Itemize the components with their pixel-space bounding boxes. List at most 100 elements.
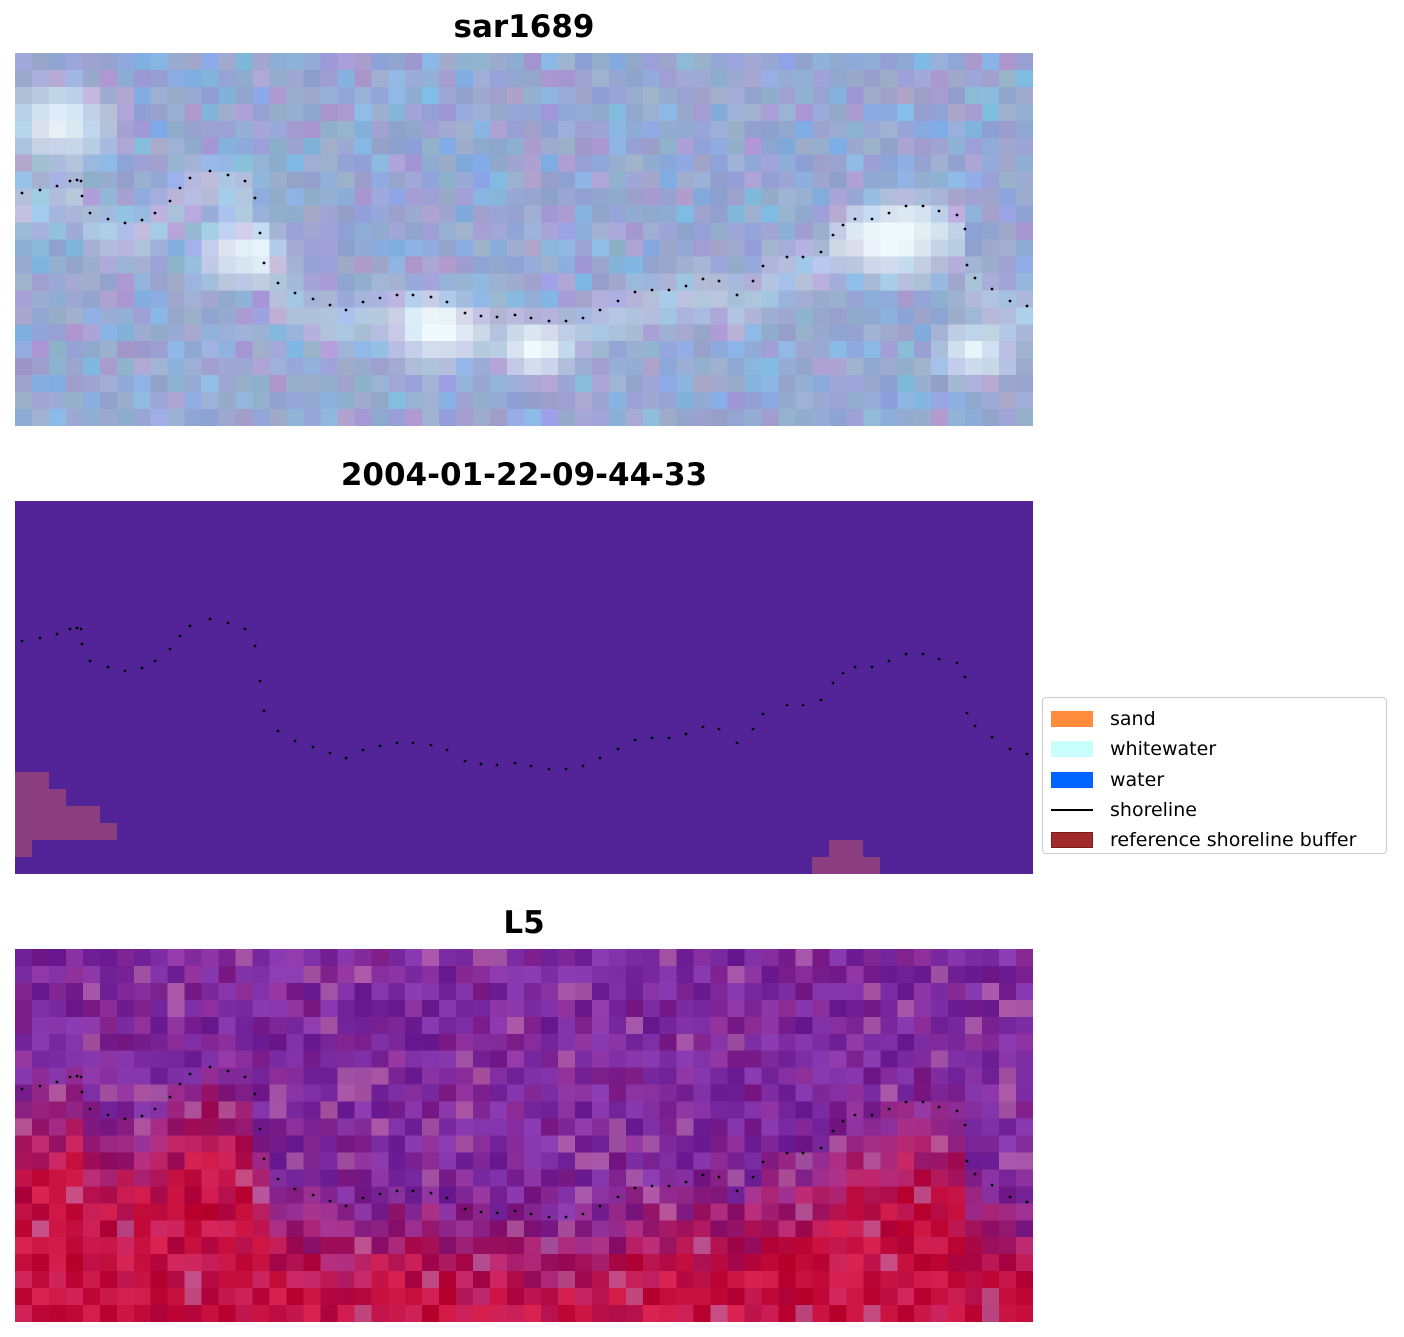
pixel: [116, 1084, 135, 1103]
pixel: [744, 949, 763, 967]
pixel: [778, 375, 797, 393]
shoreline-point: [106, 217, 110, 221]
pixel: [15, 86, 33, 105]
pixel: [982, 1237, 1000, 1255]
pixel: [15, 171, 33, 190]
pixel: [201, 1084, 220, 1103]
pixel: [897, 1169, 915, 1187]
pixel: [388, 999, 406, 1018]
pixel: [659, 222, 678, 241]
shoreline-point: [328, 751, 332, 755]
shoreline-point: [80, 1090, 84, 1094]
pixel: [710, 1033, 729, 1052]
pixel: [405, 375, 423, 393]
pixel: [473, 341, 491, 359]
pixel: [405, 1033, 423, 1052]
pixel: [761, 239, 780, 258]
shoreline-point: [463, 311, 467, 315]
pixel: [388, 375, 406, 393]
pixel: [405, 290, 423, 308]
pixel: [167, 949, 186, 967]
shoreline-point: [801, 703, 805, 707]
pixel: [965, 1305, 983, 1322]
pixel: [778, 256, 797, 275]
pixel: [557, 1220, 576, 1238]
pixel: [659, 1033, 678, 1052]
pixel: [727, 1271, 746, 1289]
pixel: [999, 120, 1017, 139]
pixel: [388, 1186, 406, 1204]
pixel: [82, 409, 101, 426]
shoreline-point: [1025, 1200, 1029, 1204]
pixel: [133, 1186, 152, 1204]
pixel: [65, 982, 84, 1001]
pixel: [456, 273, 474, 291]
pixel: [320, 1118, 338, 1137]
pixel: [591, 392, 610, 410]
pixel: [591, 222, 610, 241]
pixel: [303, 256, 321, 275]
pixel: [15, 239, 33, 258]
shoreline-points: [20, 617, 1029, 771]
pixel: [574, 1050, 593, 1069]
pixel: [642, 1305, 661, 1322]
pixel: [608, 154, 627, 173]
pixel: [320, 1186, 338, 1204]
pixel: [405, 120, 423, 139]
pixel: [167, 1152, 186, 1171]
pixel: [965, 341, 983, 359]
pixel: [99, 1135, 118, 1154]
pixel: [591, 86, 610, 105]
pixel: [710, 1186, 729, 1204]
pixel: [591, 1237, 610, 1255]
pixel: [676, 1016, 695, 1035]
pixel: [982, 1169, 1000, 1187]
pixel: [524, 307, 542, 325]
pixel: [422, 1067, 440, 1086]
pixel: [235, 273, 254, 291]
pixel: [15, 999, 33, 1018]
shoreline-point: [667, 736, 671, 740]
pixel: [337, 69, 355, 88]
pixel: [965, 949, 983, 967]
pixel: [812, 1237, 830, 1255]
shoreline-point: [258, 231, 262, 235]
pixel: [116, 154, 135, 173]
pixel: [184, 982, 203, 1001]
pixel: [642, 154, 661, 173]
pixel: [761, 358, 780, 376]
shoreline-point: [153, 659, 157, 663]
pixel: [252, 1305, 271, 1322]
pixel: [608, 256, 627, 275]
pixel: [965, 358, 983, 376]
pixel: [405, 965, 423, 984]
shoreline-point: [870, 1113, 874, 1117]
pixel: [354, 1118, 372, 1137]
pixel: [557, 409, 576, 426]
pixel: [948, 392, 966, 410]
pixel: [82, 239, 101, 258]
pixel: [286, 1033, 305, 1052]
pixel: [507, 1135, 525, 1154]
pixel: [201, 375, 220, 393]
pixel: [252, 1203, 271, 1221]
pixel: [710, 103, 729, 122]
pixel: [507, 53, 525, 71]
pixel: [914, 1305, 932, 1322]
pixel: [184, 103, 203, 122]
pixel: [65, 949, 84, 967]
pixel: [863, 1237, 881, 1255]
pixel: [591, 375, 610, 393]
pixel: [965, 1033, 983, 1052]
pixel: [710, 188, 729, 207]
pixel: [642, 1101, 661, 1120]
shoreline-point: [887, 1107, 891, 1111]
pixel: [897, 982, 915, 1001]
pixel: [999, 1050, 1017, 1069]
pixel: [931, 120, 949, 139]
pixel: [150, 1169, 169, 1187]
pixel: [608, 69, 627, 88]
pixel: [371, 1152, 389, 1171]
shoreline-point: [429, 1191, 433, 1195]
pixel: [829, 1271, 847, 1289]
